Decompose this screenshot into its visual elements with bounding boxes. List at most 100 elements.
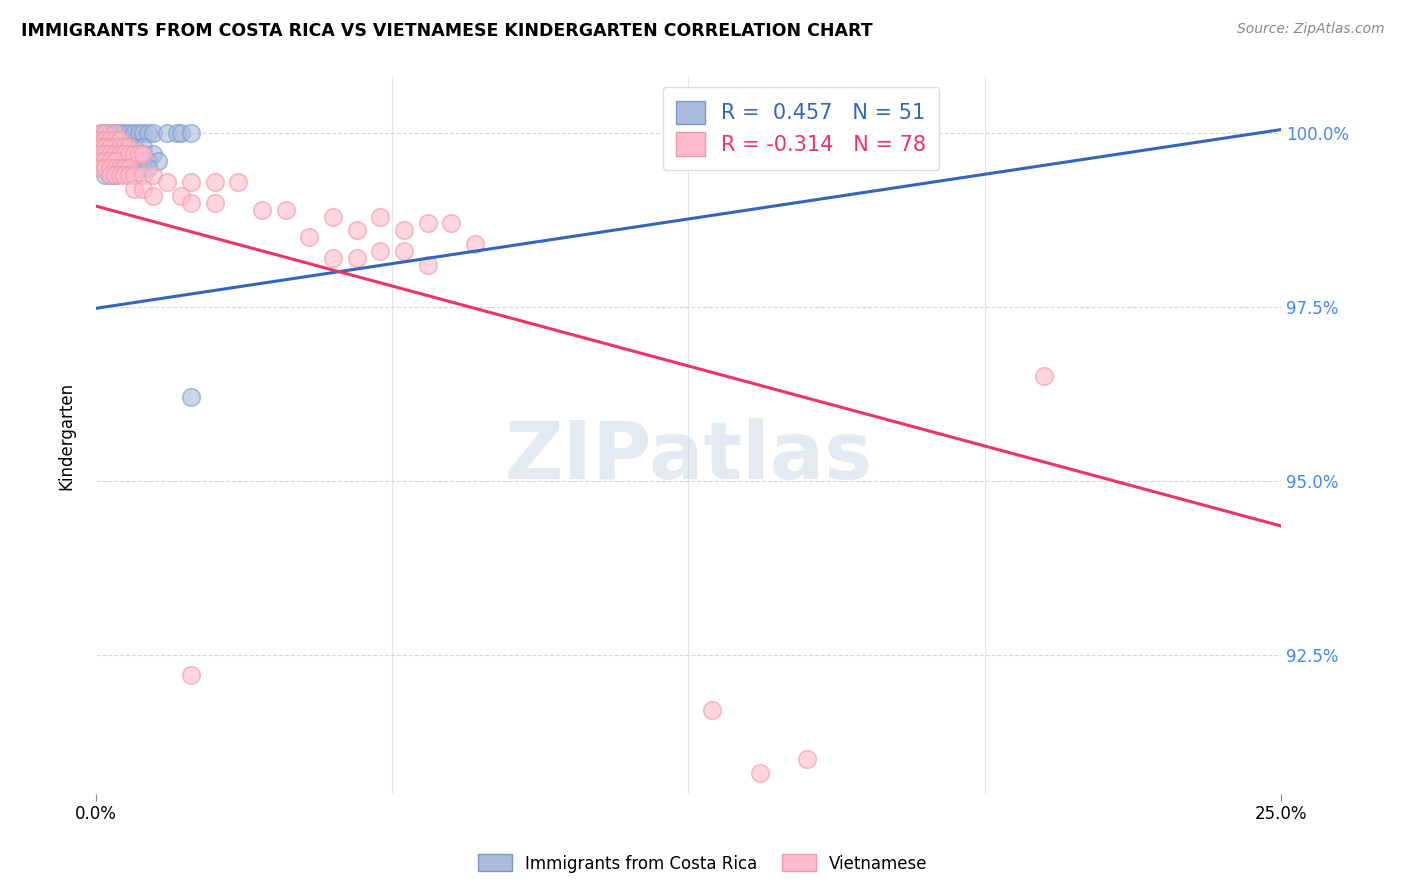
Legend: R =  0.457   N = 51, R = -0.314   N = 78: R = 0.457 N = 51, R = -0.314 N = 78 [662,87,939,169]
Point [370,244,392,259]
Text: Source: ZipAtlas.com: Source: ZipAtlas.com [1237,22,1385,37]
Point [250,202,273,217]
Point [98,168,121,182]
Point [346,252,368,266]
Point [128,126,150,140]
Point [104,153,127,168]
Point [108,147,131,161]
Point [118,161,141,175]
Point [122,147,145,161]
Point [94,126,117,140]
Point [416,217,439,231]
Point [392,223,415,237]
Point [180,175,202,189]
Point [128,147,150,161]
Point [122,182,145,196]
Point [122,168,145,182]
Point [132,147,155,161]
Point [108,133,131,147]
Point [298,230,321,244]
Point [94,140,117,154]
Point [90,126,112,140]
Point [94,126,117,140]
Point [98,140,121,154]
Point [90,140,112,154]
Point [142,147,165,161]
Point [748,765,770,780]
Point [118,147,141,161]
Point [118,147,141,161]
Point [136,126,159,140]
Point [204,175,226,189]
Point [274,202,297,217]
Point [94,147,117,161]
Point [1033,369,1056,384]
Legend: Immigrants from Costa Rica, Vietnamese: Immigrants from Costa Rica, Vietnamese [472,847,934,880]
Point [98,161,121,175]
Point [104,140,127,154]
Point [90,133,112,147]
Point [114,140,136,154]
Point [170,126,193,140]
Point [108,161,131,175]
Point [122,147,145,161]
Point [108,153,131,168]
Point [90,126,112,140]
Y-axis label: Kindergarten: Kindergarten [58,382,75,490]
Point [166,126,188,140]
Point [440,217,463,231]
Point [132,147,155,161]
Point [128,161,150,175]
Point [98,140,121,154]
Point [94,168,117,182]
Point [104,161,127,175]
Point [142,188,165,202]
Point [702,703,724,717]
Point [128,153,150,168]
Point [98,133,121,147]
Point [156,175,179,189]
Point [180,126,202,140]
Point [122,126,145,140]
Point [142,168,165,182]
Point [98,153,121,168]
Point [118,168,141,182]
Point [108,147,131,161]
Point [118,161,141,175]
Text: IMMIGRANTS FROM COSTA RICA VS VIETNAMESE KINDERGARTEN CORRELATION CHART: IMMIGRANTS FROM COSTA RICA VS VIETNAMESE… [21,22,873,40]
Point [114,153,136,168]
Point [104,153,127,168]
Point [464,237,486,252]
Point [796,752,818,766]
Point [132,126,155,140]
Point [118,140,141,154]
Point [702,140,724,154]
Point [90,153,112,168]
Point [108,168,131,182]
Point [346,223,368,237]
Point [114,126,136,140]
Point [118,126,141,140]
Point [98,147,121,161]
Point [132,182,155,196]
Point [104,126,127,140]
Point [180,668,202,682]
Point [132,168,155,182]
Point [108,161,131,175]
Point [204,195,226,210]
Point [90,147,112,161]
Point [226,175,249,189]
Point [90,161,112,175]
Point [136,153,159,168]
Point [156,126,179,140]
Point [98,126,121,140]
Point [392,244,415,259]
Point [104,126,127,140]
Point [104,147,127,161]
Point [114,140,136,154]
Point [104,133,127,147]
Point [104,161,127,175]
Point [108,140,131,154]
Point [136,161,159,175]
Point [104,168,127,182]
